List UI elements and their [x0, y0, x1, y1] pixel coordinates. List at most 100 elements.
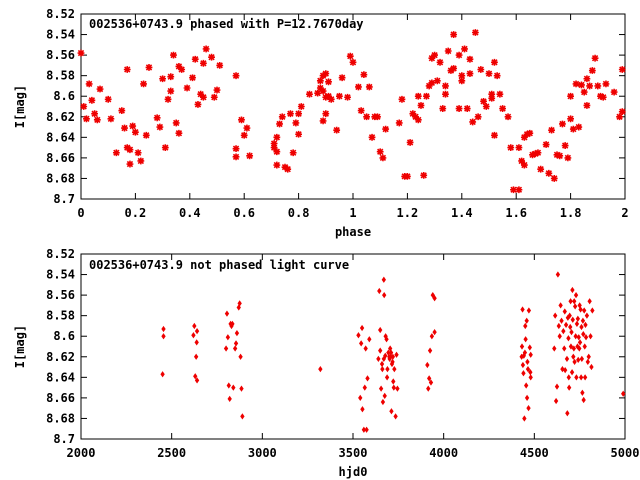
data-point [246, 152, 254, 160]
data-point [161, 325, 166, 333]
data-point [431, 51, 438, 59]
data-point [542, 141, 550, 148]
data-point [520, 133, 528, 141]
data-point [85, 80, 93, 88]
data-point [583, 75, 591, 83]
data-point [450, 65, 458, 72]
data-point [525, 358, 530, 366]
data-point [357, 107, 365, 115]
data-point [376, 355, 381, 362]
data-point [395, 385, 400, 392]
data-point [230, 320, 235, 328]
data-point [129, 122, 137, 130]
data-point [567, 92, 574, 100]
data-point [118, 107, 126, 115]
data-point [488, 90, 496, 98]
data-point [420, 171, 428, 179]
data-point [392, 365, 397, 373]
data-point [589, 363, 594, 371]
x-tick-label: 3000 [248, 446, 277, 460]
data-point [523, 336, 528, 343]
data-point [200, 93, 207, 101]
data-point [583, 334, 589, 341]
y-tick-label: 8.64 [46, 130, 75, 144]
data-point [306, 90, 313, 98]
data-point [270, 144, 278, 152]
data-point [210, 93, 218, 101]
data-point [170, 51, 177, 59]
data-point [565, 410, 570, 417]
data-point [140, 80, 147, 88]
x-tick-label: 1.4 [451, 206, 473, 220]
data-point [417, 102, 425, 109]
data-point [432, 295, 437, 302]
data-point [584, 312, 590, 319]
data-point [93, 116, 101, 124]
data-point [273, 133, 281, 141]
data-point [276, 120, 283, 128]
data-point [573, 333, 578, 340]
y-tick-label: 8.7 [53, 432, 75, 446]
data-point [466, 70, 474, 78]
data-point [594, 82, 602, 90]
data-point [578, 374, 584, 381]
y-tick-label: 8.56 [46, 48, 75, 62]
data-point [582, 374, 588, 381]
data-point [112, 149, 120, 157]
data-point [316, 77, 324, 85]
data-point [380, 398, 386, 406]
data-point [83, 115, 90, 123]
data-point [322, 110, 330, 118]
data-point [358, 394, 363, 402]
data-point [566, 335, 571, 342]
data-point [461, 45, 468, 53]
x-tick-label: 0.8 [288, 206, 310, 220]
data-point [519, 343, 525, 350]
data-point [384, 374, 390, 381]
y-axis-label: I[mag] [13, 85, 27, 128]
data-point [183, 84, 191, 92]
data-point [383, 352, 388, 359]
data-point [428, 379, 434, 386]
data-point [156, 123, 164, 131]
data-point [522, 415, 527, 422]
data-point [164, 95, 172, 103]
data-point [556, 322, 561, 330]
data-point [550, 175, 558, 182]
data-point [153, 114, 161, 122]
data-point [194, 327, 200, 335]
data-point [379, 360, 385, 368]
data-point [545, 169, 553, 177]
x-tick-label: 1.8 [560, 206, 582, 220]
data-point [580, 317, 586, 324]
data-point [322, 70, 330, 78]
data-point [586, 353, 591, 360]
data-point [554, 383, 560, 390]
data-point [192, 322, 197, 330]
data-point [393, 413, 398, 420]
data-point [568, 343, 574, 350]
data-point [515, 144, 523, 152]
data-point [378, 385, 384, 392]
data-point [388, 349, 394, 356]
data-point [429, 333, 435, 340]
data-point [621, 390, 626, 397]
data-point [583, 102, 591, 109]
data-point [529, 151, 536, 159]
x-tick-label: 3500 [339, 446, 368, 460]
data-point [381, 276, 386, 283]
data-point [194, 377, 200, 384]
data-point [325, 78, 332, 86]
data-point [569, 369, 575, 376]
data-point [427, 347, 433, 354]
data-point [523, 322, 528, 330]
data-point [121, 124, 128, 132]
data-point [91, 110, 98, 118]
data-point [588, 333, 593, 340]
data-point [469, 118, 477, 126]
plot-title: 002536+0743.9 phased with P=12.7670day [89, 17, 364, 31]
data-point [216, 61, 224, 69]
data-point [142, 131, 150, 139]
x-tick-label: 2500 [157, 446, 186, 460]
data-point [202, 45, 210, 53]
